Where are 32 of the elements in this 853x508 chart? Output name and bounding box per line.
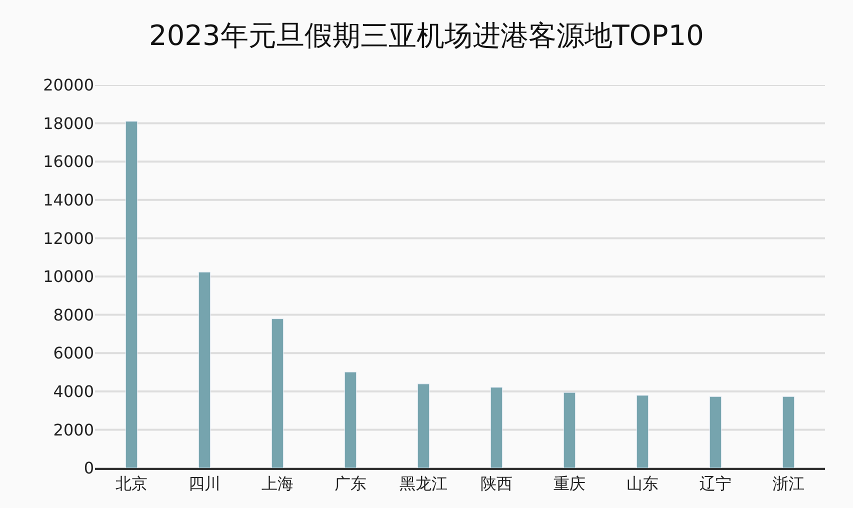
y-tick-label: 12000 (43, 228, 94, 248)
bar (125, 121, 138, 468)
x-tick-label: 上海 (262, 474, 294, 494)
y-tick-label: 20000 (43, 76, 94, 95)
x-tick-label: 辽宁 (700, 474, 732, 494)
y-tick-label: 14000 (43, 190, 94, 210)
bar (563, 392, 576, 468)
x-tick-label: 浙江 (772, 474, 804, 494)
x-tick-label: 黑龙江 (400, 474, 448, 494)
bar (709, 396, 722, 468)
y-tick-label: 16000 (43, 152, 94, 172)
y-tick-label: 6000 (53, 344, 94, 363)
bar (198, 272, 211, 468)
y-tick-label: 18000 (43, 114, 94, 133)
y-tick-label: 2000 (53, 420, 94, 440)
bar (344, 372, 357, 468)
x-tick-label: 重庆 (554, 474, 586, 494)
bar (490, 387, 503, 468)
y-tick-label: 10000 (43, 267, 94, 286)
bar (417, 384, 430, 468)
x-tick-label: 北京 (116, 474, 148, 494)
x-tick-label: 广东 (334, 474, 366, 494)
y-tick-label: 4000 (53, 382, 94, 401)
bar (271, 318, 284, 468)
y-tick-label: 8000 (53, 305, 94, 324)
y-tick-label: 0 (84, 458, 94, 478)
chart-title: 2023年元旦假期三亚机场进港客源地TOP10 (149, 19, 704, 52)
x-tick-label: 陕西 (480, 474, 512, 494)
bar (782, 396, 795, 468)
x-tick-label: 四川 (188, 474, 220, 494)
x-tick-label: 山东 (626, 474, 658, 494)
bar (636, 395, 649, 468)
